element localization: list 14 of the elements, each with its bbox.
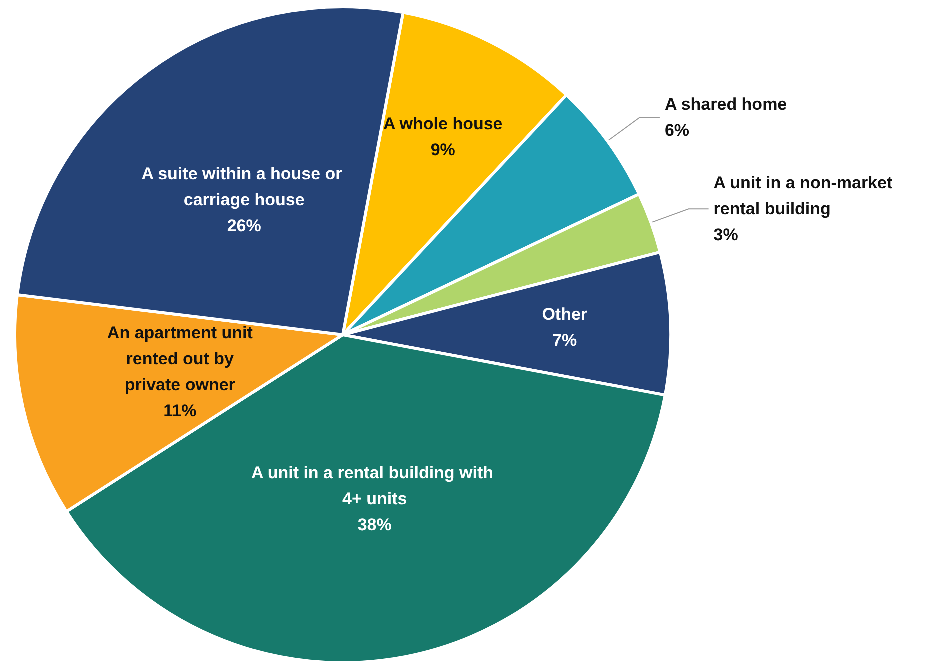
data-label: 7% (552, 330, 578, 350)
data-label: 26% (227, 216, 262, 236)
data-label: 9% (430, 140, 456, 160)
slice-label: A unit in a rental building with 4+ units (251, 463, 498, 508)
slice-label: A suite within a house or carriage house (142, 164, 348, 210)
slice-label: An apartment unit rented out by private owner (107, 324, 254, 394)
data-label: 3% (714, 226, 738, 245)
data-label: 11% (164, 402, 197, 420)
slice-label: A whole house (383, 114, 503, 134)
data-label: 6% (664, 121, 690, 140)
slice-label: A unit in a non-market rental building (714, 174, 898, 219)
slice-label: Other (542, 304, 588, 324)
data-label: 38% (358, 515, 392, 534)
slice-label: A shared home (664, 95, 788, 114)
